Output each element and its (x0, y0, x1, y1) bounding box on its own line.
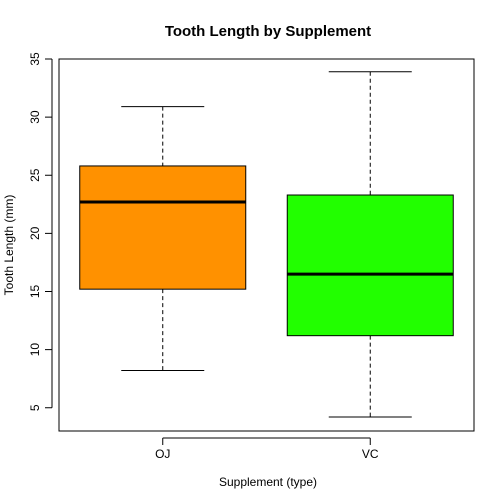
box-vc (286, 71, 454, 418)
y-tick-label: 35 (28, 52, 42, 66)
y-tick-label: 30 (28, 110, 42, 124)
iqr-box (286, 194, 454, 337)
y-tick-label: 5 (28, 404, 42, 411)
x-tick-label: OJ (155, 447, 170, 461)
y-tick-label: 25 (28, 168, 42, 182)
y-tick-label: 15 (28, 285, 42, 299)
box-oj (79, 106, 247, 372)
chart-title: Tooth Length by Supplement (165, 23, 371, 40)
y-axis-label: Tooth Length (mm) (2, 195, 16, 296)
plot-frame (58, 58, 475, 432)
x-axis: OJ VC (155, 437, 379, 461)
iqr-box (79, 165, 247, 290)
y-axis: 5 10 15 20 25 30 35 (28, 52, 53, 411)
x-axis-label: Supplement (type) (219, 475, 317, 489)
y-tick-label: 20 (28, 226, 42, 240)
y-tick-label: 10 (28, 343, 42, 357)
x-tick-label: VC (362, 447, 379, 461)
